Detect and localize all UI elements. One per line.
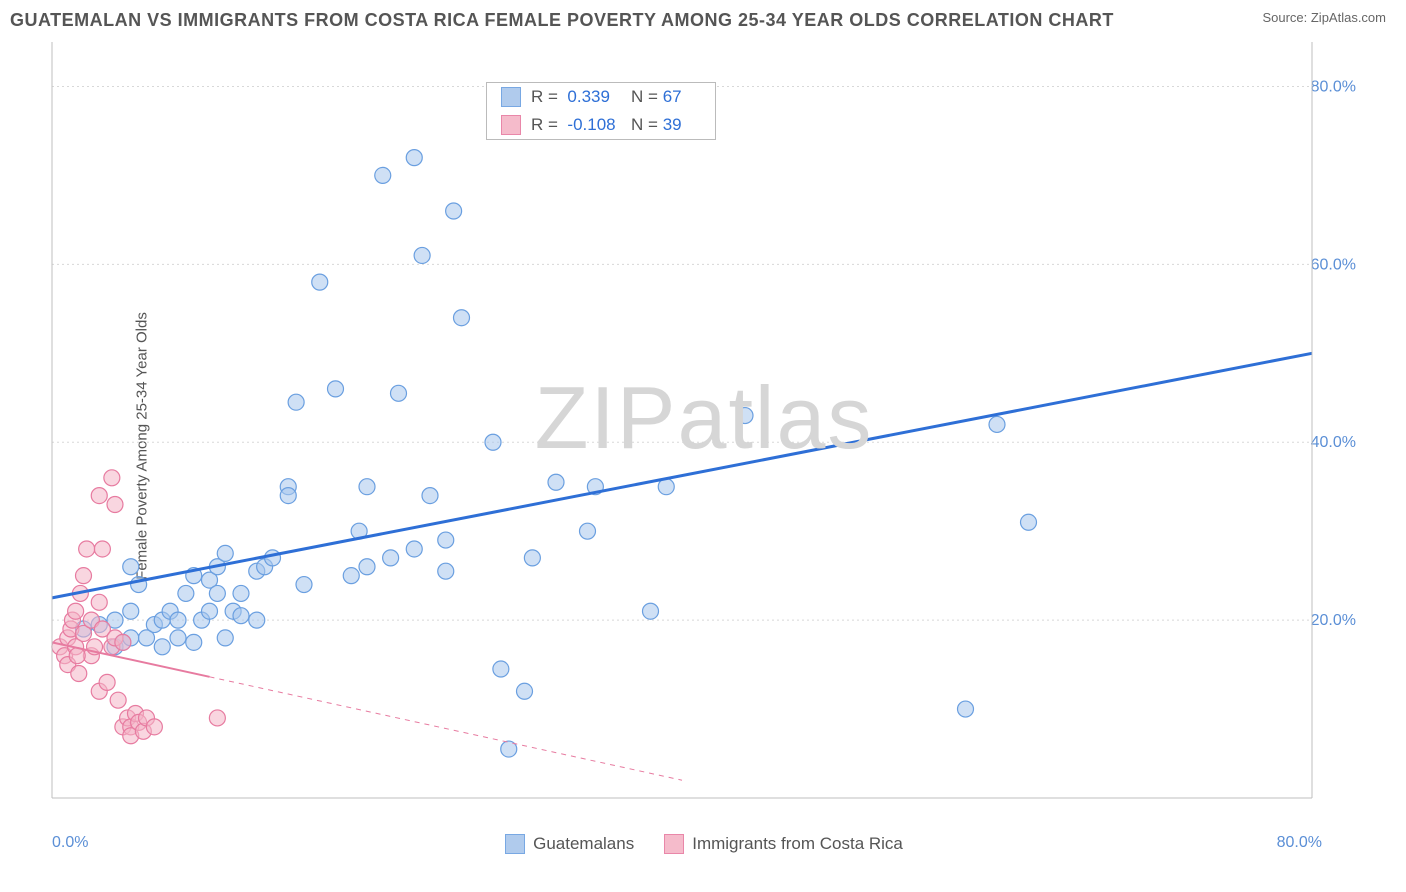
swatch-icon bbox=[505, 834, 525, 854]
equals: = bbox=[648, 87, 658, 106]
n-label: N bbox=[631, 87, 643, 106]
r-value-2: -0.108 bbox=[567, 115, 615, 134]
equals: = bbox=[548, 87, 558, 106]
stats-row: R = 0.339 N = 67 bbox=[487, 83, 715, 111]
r-label: R bbox=[531, 87, 543, 106]
chart-area: ZIPatlas R = 0.339 N = 67 R = -0.108 bbox=[46, 40, 1362, 828]
stats-legend: R = 0.339 N = 67 R = -0.108 N = 39 bbox=[486, 82, 716, 140]
chart-title: GUATEMALAN VS IMMIGRANTS FROM COSTA RICA… bbox=[10, 10, 1114, 31]
source-label: Source: bbox=[1262, 10, 1310, 25]
equals: = bbox=[548, 115, 558, 134]
r-value-1: 0.339 bbox=[567, 87, 610, 106]
stat-n-1: N = 67 bbox=[631, 87, 701, 107]
svg-text:80.0%: 80.0% bbox=[1311, 78, 1356, 95]
swatch-series-2 bbox=[501, 115, 521, 135]
legend-label-1: Guatemalans bbox=[533, 834, 634, 854]
legend-label-2: Immigrants from Costa Rica bbox=[692, 834, 903, 854]
legend-item-2: Immigrants from Costa Rica bbox=[664, 834, 903, 854]
swatch-icon bbox=[664, 834, 684, 854]
n-value-2: 39 bbox=[663, 115, 682, 134]
stat-n-2: N = 39 bbox=[631, 115, 701, 135]
stat-r-1: R = 0.339 bbox=[531, 87, 621, 107]
swatch-series-1 bbox=[501, 87, 521, 107]
source-name: ZipAtlas.com bbox=[1311, 10, 1386, 25]
r-label: R bbox=[531, 115, 543, 134]
equals: = bbox=[648, 115, 658, 134]
n-label: N bbox=[631, 115, 643, 134]
stats-row: R = -0.108 N = 39 bbox=[487, 111, 715, 139]
x-tick-min: 0.0% bbox=[52, 834, 88, 852]
series-legend: Guatemalans Immigrants from Costa Rica bbox=[46, 830, 1362, 854]
svg-text:60.0%: 60.0% bbox=[1311, 256, 1356, 273]
scatter-chart: 20.0% 40.0% 60.0% 80.0% bbox=[46, 40, 1362, 828]
svg-text:40.0%: 40.0% bbox=[1311, 434, 1356, 451]
x-tick-max: 80.0% bbox=[1277, 834, 1322, 852]
stat-r-2: R = -0.108 bbox=[531, 115, 621, 135]
n-value-1: 67 bbox=[663, 87, 682, 106]
source-credit: Source: ZipAtlas.com bbox=[1262, 10, 1386, 25]
svg-text:20.0%: 20.0% bbox=[1311, 612, 1356, 629]
legend-item-1: Guatemalans bbox=[505, 834, 634, 854]
